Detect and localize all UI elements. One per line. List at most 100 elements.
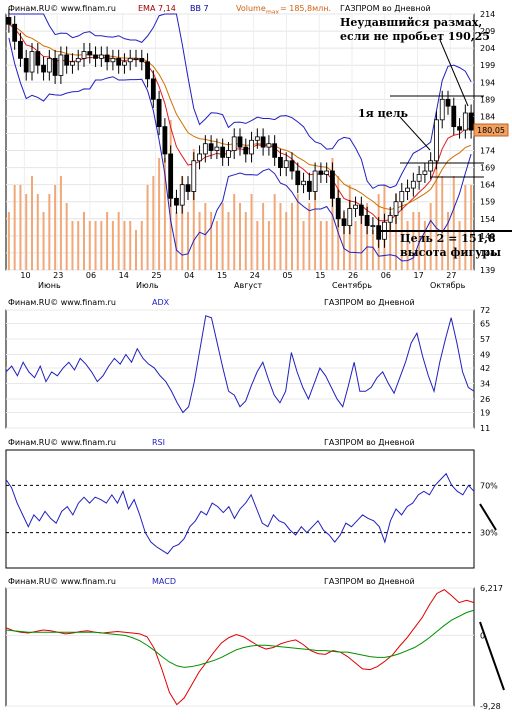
y-tick: 11: [480, 424, 490, 433]
macd-instrument: ГАЗПРОМ во Дневной: [324, 577, 415, 586]
volume-sub: max: [266, 9, 280, 16]
price-y-tick: 144: [480, 249, 495, 258]
volume-bar: [441, 176, 444, 270]
candle-body: [278, 156, 283, 169]
candle-body: [81, 51, 87, 59]
candle-body: [6, 17, 12, 25]
price-y-tick: 199: [480, 61, 495, 70]
adx-y-axis: 72 65 57 49 42 34 26 19 11: [480, 306, 490, 433]
macd-name: MACD: [152, 577, 176, 586]
candle-body: [462, 112, 468, 131]
candle-body: [272, 143, 278, 158]
volume-bar: [366, 203, 369, 270]
price-y-tick: 189: [480, 95, 495, 104]
price-y-tick: 149: [480, 232, 495, 241]
y-tick: 65: [480, 320, 490, 329]
candle-body: [330, 170, 335, 199]
price-y-tick: 164: [480, 181, 495, 190]
candle-body: [139, 57, 145, 63]
price-month-label: Сентябрь: [332, 281, 372, 290]
candle-body: [156, 98, 162, 128]
volume-bar: [354, 221, 357, 270]
macd-plot-frame: [5, 587, 475, 707]
volume-bar: [31, 176, 33, 270]
volume-label: Volume: [236, 4, 266, 13]
candle-body: [254, 136, 260, 141]
rsi-instrument: ГАЗПРОМ во Дневной: [324, 438, 415, 447]
candle-body: [306, 180, 312, 192]
volume-bar: [418, 212, 421, 270]
candle-body: [168, 153, 174, 199]
volume-bar: [314, 176, 317, 270]
price-month-label: Август: [234, 281, 263, 290]
bb-label: BB 7: [190, 4, 209, 13]
y-tick: 70%: [480, 481, 498, 490]
candle-body: [46, 57, 52, 73]
volume-bar: [296, 194, 299, 270]
annotation-pattern-height: высота фигуры: [400, 246, 501, 259]
volume-bar: [140, 221, 143, 270]
price-source: Финам.RU© www.finam.ru: [8, 4, 116, 13]
price-x-tick: 06: [381, 271, 391, 280]
candle-body: [434, 119, 439, 162]
price-y-tick: 154: [480, 215, 495, 224]
target1-arrow: [399, 116, 431, 151]
candle-body: [104, 54, 110, 63]
volume-bar: [123, 221, 126, 270]
candle-body: [445, 98, 451, 107]
candle-body: [23, 57, 29, 73]
volume-bar: [129, 221, 132, 270]
candle-body: [179, 184, 185, 206]
price-x-tick: 23: [53, 271, 63, 280]
volume-bar: [389, 212, 392, 270]
ema-label: EMA 7,14: [138, 4, 176, 13]
volume-bar: [233, 194, 236, 270]
candle-body: [468, 112, 474, 131]
volume-bar: [71, 221, 74, 270]
price-y-tick: 184: [480, 112, 495, 121]
volume-bar: [100, 221, 103, 270]
price-panel-header: Финам.RU© www.finam.ru EMA 7,14 BB 7 Vol…: [8, 4, 431, 16]
price-y-tick: 139: [480, 266, 495, 275]
last-price-value: 180,05: [477, 126, 505, 135]
volume-bar: [325, 221, 328, 270]
candle-body: [35, 51, 41, 66]
volume-bar: [239, 203, 241, 270]
candle-body: [243, 146, 249, 155]
price-x-tick: 26: [348, 271, 358, 280]
candle-body: [260, 136, 266, 148]
volume-bar: [244, 212, 247, 270]
volume-bar: [192, 149, 195, 270]
candle-body: [266, 143, 272, 148]
series-line: [5, 609, 475, 668]
volume-bar: [221, 203, 224, 270]
price-month-label: Июнь: [38, 281, 61, 290]
candle-body: [370, 225, 376, 228]
volume-bar: [285, 212, 288, 270]
volume-bar: [83, 212, 85, 270]
candle-body: [191, 160, 197, 192]
rsi-source: Финам.RU© www.finam.ru: [8, 438, 116, 447]
volume-bar: [204, 203, 207, 270]
y-tick: 42: [480, 364, 490, 373]
y-tick: 49: [480, 350, 490, 359]
volume-bar: [429, 203, 432, 270]
volume-bar: [106, 212, 109, 270]
candle-body: [98, 54, 104, 59]
price-instrument: ГАЗПРОМ во Дневной: [340, 4, 431, 13]
candle-body: [162, 126, 168, 155]
candle-body: [122, 61, 127, 66]
volume-value: = 185,8млн.: [280, 4, 331, 13]
volume-bar: [54, 185, 57, 270]
price-month-label: Июль: [136, 281, 159, 290]
candle-body: [29, 51, 35, 73]
candle-body: [439, 98, 445, 121]
price-x-tick: 04: [184, 271, 194, 280]
series-line: [5, 589, 475, 706]
volume-bar: [308, 203, 311, 270]
volume-bars: [7, 120, 473, 270]
candle-body: [202, 143, 208, 155]
volume-bar: [250, 194, 253, 270]
volume-bar: [25, 194, 28, 270]
volume-bar: [435, 122, 438, 270]
